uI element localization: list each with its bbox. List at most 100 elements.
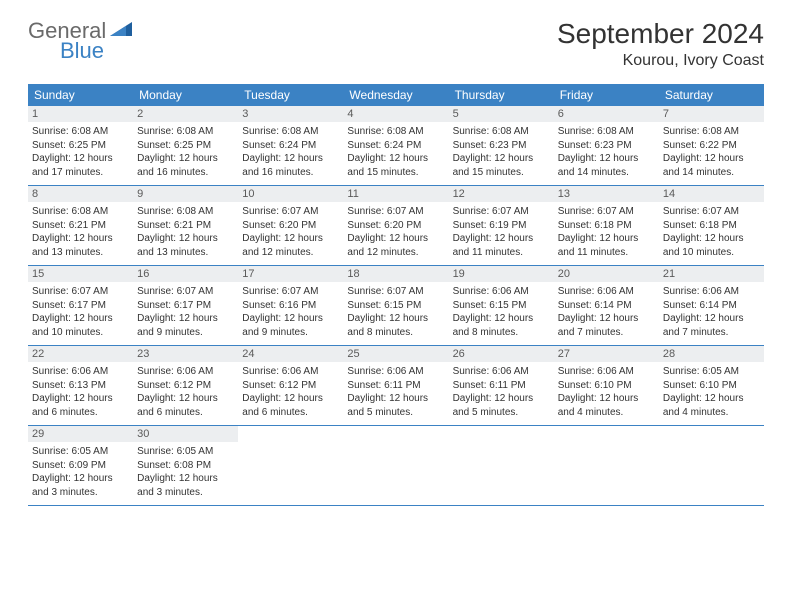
day-cell-6: 6Sunrise: 6:08 AMSunset: 6:23 PMDaylight… — [554, 106, 659, 185]
location: Kourou, Ivory Coast — [557, 52, 764, 70]
day-cell-15: 15 Sunrise: 6:07 AMSunset: 6:17 PMDayligh… — [28, 266, 133, 345]
day-number: 7 — [659, 106, 764, 122]
day-cell-2: 2 Sunrise: 6:08 AMSunset: 6:25 PMDaylight… — [133, 106, 238, 185]
day-details: Sunrise: 6:06 AMSunset: 6:11 PMDaylight:… — [453, 365, 550, 419]
weekday-header-row: SundayMondayTuesdayWednesdayThursdayFrid… — [28, 84, 764, 106]
day-details: Sunrise: 6:08 AMSunset: 6:25 PMDaylight:… — [137, 125, 234, 179]
day-number: 8 — [28, 186, 133, 202]
day-number: 18 — [343, 266, 448, 282]
week-row: 29 Sunrise: 6:05 AMSunset: 6:09 PMDayligh… — [28, 426, 764, 506]
day-number: 11 — [343, 186, 448, 202]
day-details: Sunrise: 6:08 AMSunset: 6:24 PMDaylight:… — [242, 125, 339, 179]
calendar: SundayMondayTuesdayWednesdayThursdayFrid… — [28, 84, 764, 506]
day-number: 27 — [554, 346, 659, 362]
day-number: 14 — [659, 186, 764, 202]
day-number: 10 — [238, 186, 343, 202]
day-number: 5 — [449, 106, 554, 122]
day-cell-16: 16 Sunrise: 6:07 AMSunset: 6:17 PMDayligh… — [133, 266, 238, 345]
day-number: 15 — [28, 266, 133, 282]
logo-triangle-icon — [110, 20, 136, 43]
weekday-friday: Friday — [554, 84, 659, 106]
day-cell-22: 22 Sunrise: 6:06 AMSunset: 6:13 PMDayligh… — [28, 346, 133, 425]
day-details: Sunrise: 6:06 AMSunset: 6:14 PMDaylight:… — [558, 285, 655, 339]
day-number: 21 — [659, 266, 764, 282]
day-cell-30: 30 Sunrise: 6:05 AMSunset: 6:08 PMDayligh… — [133, 426, 238, 505]
day-cell-29: 29 Sunrise: 6:05 AMSunset: 6:09 PMDayligh… — [28, 426, 133, 505]
month-title: September 2024 — [557, 18, 764, 50]
weekday-wednesday: Wednesday — [343, 84, 448, 106]
day-number: 24 — [238, 346, 343, 362]
empty-cell — [554, 426, 659, 505]
day-number: 29 — [28, 426, 133, 442]
day-details: Sunrise: 6:07 AMSunset: 6:18 PMDaylight:… — [558, 205, 655, 259]
day-cell-5: 5 Sunrise: 6:08 AMSunset: 6:23 PMDaylight… — [449, 106, 554, 185]
day-number: 2 — [133, 106, 238, 122]
week-row: 22 Sunrise: 6:06 AMSunset: 6:13 PMDayligh… — [28, 346, 764, 426]
day-number: 9 — [133, 186, 238, 202]
day-details: Sunrise: 6:08 AMSunset: 6:21 PMDaylight:… — [137, 205, 234, 259]
day-cell-9: 9 Sunrise: 6:08 AMSunset: 6:21 PMDaylight… — [133, 186, 238, 265]
header: General Blue September 2024 Kourou, Ivor… — [28, 18, 764, 70]
day-cell-10: 10 Sunrise: 6:07 AMSunset: 6:20 PMDayligh… — [238, 186, 343, 265]
empty-cell — [343, 426, 448, 505]
day-number: 23 — [133, 346, 238, 362]
day-details: Sunrise: 6:08 AMSunset: 6:23 PMDaylight:… — [453, 125, 550, 179]
day-number: 30 — [133, 426, 238, 442]
day-cell-19: 19 Sunrise: 6:06 AMSunset: 6:15 PMDayligh… — [449, 266, 554, 345]
day-details: Sunrise: 6:07 AMSunset: 6:20 PMDaylight:… — [242, 205, 339, 259]
day-cell-1: 1Sunrise: 6:08 AMSunset: 6:25 PMDaylight… — [28, 106, 133, 185]
day-number: 16 — [133, 266, 238, 282]
day-cell-11: 11 Sunrise: 6:07 AMSunset: 6:20 PMDayligh… — [343, 186, 448, 265]
day-details: Sunrise: 6:06 AMSunset: 6:12 PMDaylight:… — [137, 365, 234, 419]
day-number: 26 — [449, 346, 554, 362]
day-details: Sunrise: 6:08 AMSunset: 6:25 PMDaylight:… — [32, 125, 129, 179]
title-block: September 2024 Kourou, Ivory Coast — [557, 18, 764, 70]
weekday-saturday: Saturday — [659, 84, 764, 106]
day-cell-8: 8 Sunrise: 6:08 AMSunset: 6:21 PMDaylight… — [28, 186, 133, 265]
logo-text-blue: Blue — [60, 38, 104, 64]
day-number: 12 — [449, 186, 554, 202]
day-cell-26: 26 Sunrise: 6:06 AMSunset: 6:11 PMDayligh… — [449, 346, 554, 425]
day-cell-20: 20 Sunrise: 6:06 AMSunset: 6:14 PMDayligh… — [554, 266, 659, 345]
day-details: Sunrise: 6:06 AMSunset: 6:11 PMDaylight:… — [347, 365, 444, 419]
week-row: 1Sunrise: 6:08 AMSunset: 6:25 PMDaylight… — [28, 106, 764, 186]
day-cell-27: 27Sunrise: 6:06 AMSunset: 6:10 PMDayligh… — [554, 346, 659, 425]
weekday-thursday: Thursday — [449, 84, 554, 106]
day-details: Sunrise: 6:07 AMSunset: 6:16 PMDaylight:… — [242, 285, 339, 339]
day-cell-28: 28 Sunrise: 6:05 AMSunset: 6:10 PMDayligh… — [659, 346, 764, 425]
day-cell-4: 4 Sunrise: 6:08 AMSunset: 6:24 PMDaylight… — [343, 106, 448, 185]
day-details: Sunrise: 6:05 AMSunset: 6:08 PMDaylight:… — [137, 445, 234, 499]
day-cell-18: 18Sunrise: 6:07 AMSunset: 6:15 PMDayligh… — [343, 266, 448, 345]
day-number: 13 — [554, 186, 659, 202]
day-cell-7: 7 Sunrise: 6:08 AMSunset: 6:22 PMDaylight… — [659, 106, 764, 185]
day-details: Sunrise: 6:08 AMSunset: 6:23 PMDaylight:… — [558, 125, 655, 179]
day-number: 4 — [343, 106, 448, 122]
day-cell-24: 24Sunrise: 6:06 AMSunset: 6:12 PMDayligh… — [238, 346, 343, 425]
weekday-sunday: Sunday — [28, 84, 133, 106]
empty-cell — [238, 426, 343, 505]
day-details: Sunrise: 6:07 AMSunset: 6:20 PMDaylight:… — [347, 205, 444, 259]
day-number: 22 — [28, 346, 133, 362]
day-details: Sunrise: 6:08 AMSunset: 6:22 PMDaylight:… — [663, 125, 760, 179]
day-details: Sunrise: 6:06 AMSunset: 6:13 PMDaylight:… — [32, 365, 129, 419]
day-number: 20 — [554, 266, 659, 282]
day-details: Sunrise: 6:08 AMSunset: 6:21 PMDaylight:… — [32, 205, 129, 259]
day-details: Sunrise: 6:07 AMSunset: 6:18 PMDaylight:… — [663, 205, 760, 259]
day-details: Sunrise: 6:06 AMSunset: 6:15 PMDaylight:… — [453, 285, 550, 339]
week-row: 15Sunrise: 6:07 AMSunset: 6:17 PMDayligh… — [28, 266, 764, 346]
day-details: Sunrise: 6:06 AMSunset: 6:14 PMDaylight:… — [663, 285, 760, 339]
day-details: Sunrise: 6:07 AMSunset: 6:19 PMDaylight:… — [453, 205, 550, 259]
day-cell-21: 21 Sunrise: 6:06 AMSunset: 6:14 PMDayligh… — [659, 266, 764, 345]
day-cell-12: 12 Sunrise: 6:07 AMSunset: 6:19 PMDayligh… — [449, 186, 554, 265]
day-number: 28 — [659, 346, 764, 362]
empty-cell — [659, 426, 764, 505]
day-number: 19 — [449, 266, 554, 282]
day-details: Sunrise: 6:08 AMSunset: 6:24 PMDaylight:… — [347, 125, 444, 179]
day-details: Sunrise: 6:05 AMSunset: 6:10 PMDaylight:… — [663, 365, 760, 419]
day-number: 25 — [343, 346, 448, 362]
day-details: Sunrise: 6:07 AMSunset: 6:17 PMDaylight:… — [32, 285, 129, 339]
day-details: Sunrise: 6:05 AMSunset: 6:09 PMDaylight:… — [32, 445, 129, 499]
logo: General Blue — [28, 18, 136, 64]
day-details: Sunrise: 6:07 AMSunset: 6:17 PMDaylight:… — [137, 285, 234, 339]
weekday-monday: Monday — [133, 84, 238, 106]
